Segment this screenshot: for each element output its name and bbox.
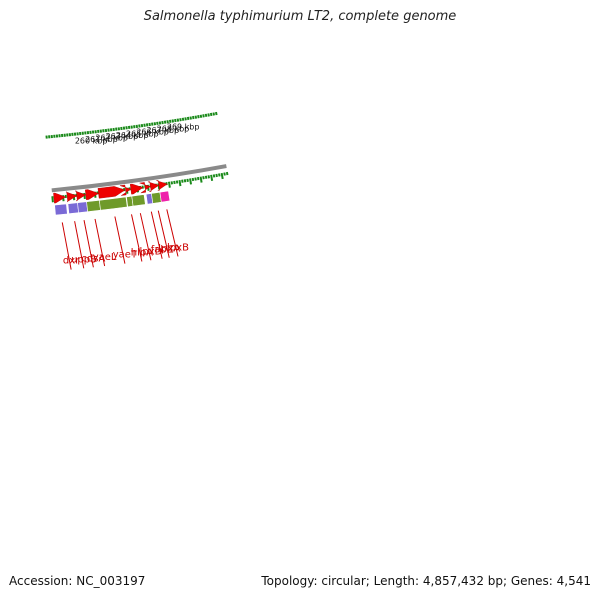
callout-line-lpxA: [157, 210, 170, 258]
outer-tick: [220, 172, 224, 180]
outer-tick: [204, 175, 208, 179]
inner-tick: [199, 114, 203, 118]
outer-tick: [212, 174, 216, 178]
outer-tick: [223, 172, 226, 176]
gene-block-yaeL[interactable]: [86, 199, 101, 213]
inner-tick: [209, 112, 213, 117]
outer-tick: [51, 196, 54, 203]
gene-label-hlpA[interactable]: hlpA: [131, 247, 153, 258]
gene-label-yaeT[interactable]: yaeT: [113, 250, 138, 261]
gene-block-yaeT[interactable]: [99, 196, 128, 211]
inner-tick: [215, 111, 218, 116]
cds-arrow-fabZ[interactable]: [139, 182, 151, 194]
outer-tick: [215, 173, 218, 178]
gene-block-cdsA[interactable]: [77, 201, 89, 214]
callout-line-fabZ: [150, 211, 163, 259]
callout-line-lpxB: [166, 209, 179, 257]
gene-block-uppS[interactable]: [67, 202, 79, 215]
kbp-label: 264 kbp: [116, 131, 149, 140]
inner-tick: [197, 115, 200, 119]
kbp-label: 265 kbp: [126, 129, 159, 138]
outer-tick: [83, 192, 86, 200]
kbp-label: 262 kbp: [95, 134, 128, 143]
gene-block-lpxD[interactable]: [131, 194, 146, 207]
callout-line-dxr: [61, 222, 72, 270]
gene-label-fabZ[interactable]: fabZ: [151, 245, 174, 256]
callout-line-yaeT: [114, 216, 126, 264]
gene-label-uppS[interactable]: uppS: [71, 254, 96, 265]
cds-arrow-hlpA[interactable]: [119, 184, 132, 196]
inner-tick: [204, 113, 208, 118]
gene-label-dxr[interactable]: dxr: [63, 256, 80, 267]
gene-label-cdsA[interactable]: cdsA: [81, 253, 105, 264]
kbp-label: 267 kbp: [146, 126, 179, 135]
cds-arrow-dxr[interactable]: [53, 192, 67, 204]
gene-label-lpxA[interactable]: lpxA: [158, 244, 180, 255]
callout-line-lpxD: [139, 213, 152, 261]
cds-arrow-lpxB[interactable]: [156, 180, 168, 191]
callout-line-yaeL: [94, 218, 106, 267]
gene-label-lpxD[interactable]: lpxD: [140, 246, 163, 257]
kbp-label: 268 kbp: [157, 124, 190, 133]
cds-arrow-lpxD[interactable]: [129, 183, 144, 195]
cds-arrow-cdsA[interactable]: [74, 190, 87, 202]
gene-label-yaeL[interactable]: yaeL: [93, 252, 117, 263]
genome-backbone: [51, 164, 227, 193]
inner-tick: [192, 115, 195, 120]
outer-tick: [207, 175, 210, 179]
cds-track: [53, 180, 168, 204]
backbone-line: [51, 164, 227, 193]
outer-tick: [167, 181, 171, 188]
inner-tick: [207, 113, 210, 117]
cds-arrow-yaeL[interactable]: [85, 189, 99, 200]
callout-line-hlpA: [131, 214, 143, 262]
kbp-label: 269 kbp: [167, 123, 200, 132]
kbp-label: 266 kbp: [136, 128, 169, 137]
gene-block-lpxB[interactable]: [159, 190, 171, 203]
map-title: Salmonella typhimurium LT2, complete gen…: [143, 9, 457, 24]
outer-tick: [199, 176, 203, 183]
callout-line-cdsA: [83, 220, 94, 268]
inner-tick: [212, 112, 215, 116]
gene-block-dxr[interactable]: [54, 203, 68, 216]
feature-track: [54, 190, 171, 216]
kbp-label: 261 kbp: [85, 135, 118, 144]
outer-tick: [178, 179, 182, 187]
outer-tick: [210, 174, 214, 181]
cds-arrow-lpxA[interactable]: [147, 181, 160, 192]
cds-arrow-yaeT[interactable]: [97, 186, 126, 199]
accession-label: Accession: NC_003197: [9, 574, 146, 588]
outer-tick: [202, 176, 205, 180]
inner-tick: [194, 115, 198, 119]
kbp-label: 260 kbp: [75, 136, 108, 145]
outer-tick: [189, 178, 193, 185]
kbp-label: 263 kbp: [106, 132, 139, 141]
outer-tick: [218, 173, 221, 177]
inner-tick-ring: [45, 111, 218, 139]
cds-arrow-uppS[interactable]: [65, 191, 78, 203]
topology-summary: Topology: circular; Length: 4,857,432 bp…: [261, 574, 591, 588]
gene-label-lpxB[interactable]: lpxB: [167, 242, 189, 253]
outer-tick: [225, 171, 229, 176]
callout-line-uppS: [74, 221, 85, 269]
inner-tick: [202, 114, 205, 118]
